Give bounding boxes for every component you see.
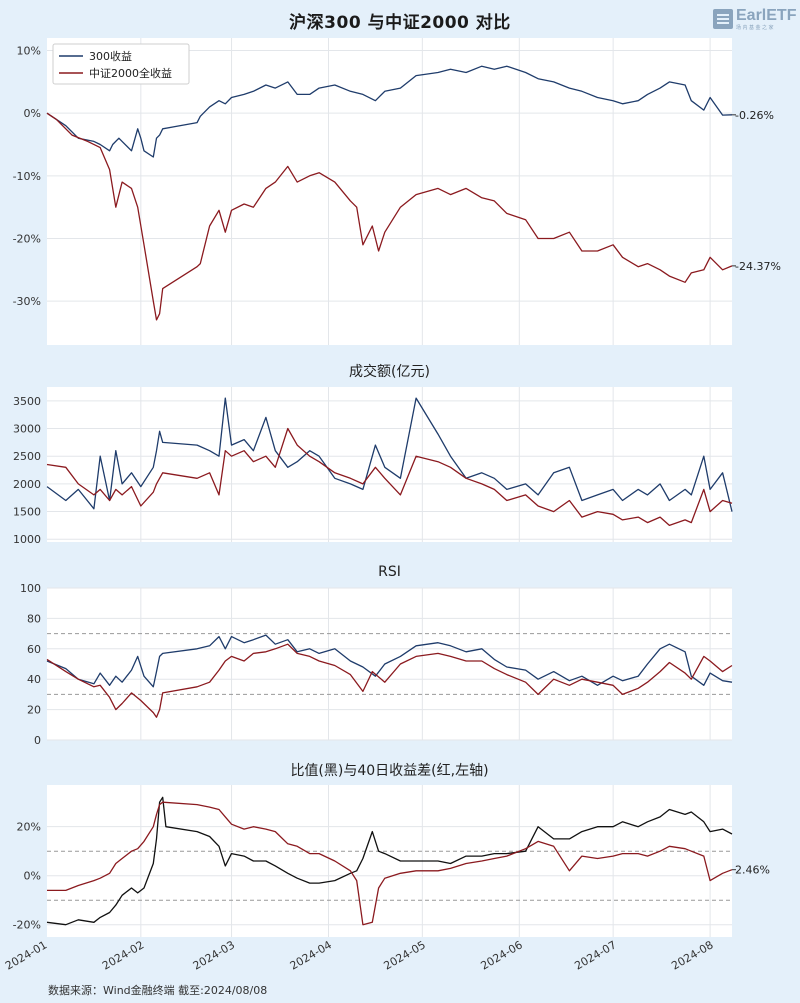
legend-label: 中证2000全收益 (89, 66, 172, 80)
chart-title: 沪深300 与中证2000 对比 (289, 13, 511, 33)
end-value-label: 2.46% (735, 864, 770, 877)
series-line-3-0 (46, 796, 733, 926)
series-line-1-1 (46, 427, 733, 527)
x-tick-label: 2024-05 (382, 938, 428, 972)
end-value-label: -0.26% (735, 109, 774, 122)
y-tick-label: 20% (17, 821, 41, 834)
y-tick-label: 10% (17, 45, 41, 58)
legend-box (52, 43, 190, 85)
logo-mark-icon (713, 9, 733, 29)
x-tick-label: 2024-03 (191, 938, 237, 972)
series-line-2-1 (46, 643, 733, 718)
series-line-1-0 (46, 397, 733, 512)
source-footer: 数据来源：Wind金融终端 截至:2024/08/08 (48, 984, 268, 997)
y-tick-label: 0 (34, 734, 41, 747)
x-tick-label: 2024-08 (669, 938, 715, 972)
y-tick-label: 60 (27, 643, 41, 656)
y-tick-label: 100 (20, 582, 41, 595)
y-tick-label: 40 (27, 673, 41, 686)
y-tick-label: -30% (13, 295, 41, 308)
y-tick-label: 1500 (13, 506, 41, 519)
y-tick-label: 3500 (13, 395, 41, 408)
logo-subtitle: 场内基金之家 (736, 25, 776, 31)
series-line-3-1 (47, 801, 733, 926)
end-value-label: -24.37% (735, 260, 781, 273)
y-tick-label: 2000 (13, 478, 41, 491)
plot-area-3 (47, 785, 732, 937)
plot-area-1 (47, 387, 732, 542)
y-tick-label: 1000 (13, 533, 41, 546)
x-tick-label: 2024-04 (288, 938, 334, 972)
series-line-0-1 (46, 112, 733, 321)
y-tick-label: 0% (24, 870, 41, 883)
y-tick-label: 20 (27, 704, 41, 717)
x-tick-label: 2024-06 (478, 938, 524, 972)
x-tick-label: 2024-07 (572, 938, 618, 972)
y-tick-label: 3000 (13, 423, 41, 436)
brand-logo: EarlETF 场内基金之家 (713, 7, 797, 31)
panel-title: RSI (378, 564, 401, 580)
y-tick-label: 2500 (13, 450, 41, 463)
series-line-2-0 (46, 634, 733, 688)
panel-title: 比值(黑)与40日收益差(红,左轴) (290, 763, 488, 779)
y-tick-label: 0% (24, 107, 41, 120)
y-tick-label: -20% (13, 232, 41, 245)
legend-label: 300收益 (89, 49, 132, 63)
series-line-0-0 (46, 65, 733, 158)
y-tick-label: 80 (27, 612, 41, 625)
plot-area-0 (47, 38, 732, 345)
x-tick-label: 2024-01 (3, 938, 49, 972)
y-tick-label: -20% (13, 919, 41, 932)
y-tick-label: -10% (13, 170, 41, 183)
logo-text: EarlETF (736, 7, 797, 24)
panel-title: 成交额(亿元) (349, 363, 430, 380)
x-tick-label: 2024-02 (100, 938, 146, 972)
plot-area-2 (47, 588, 732, 740)
